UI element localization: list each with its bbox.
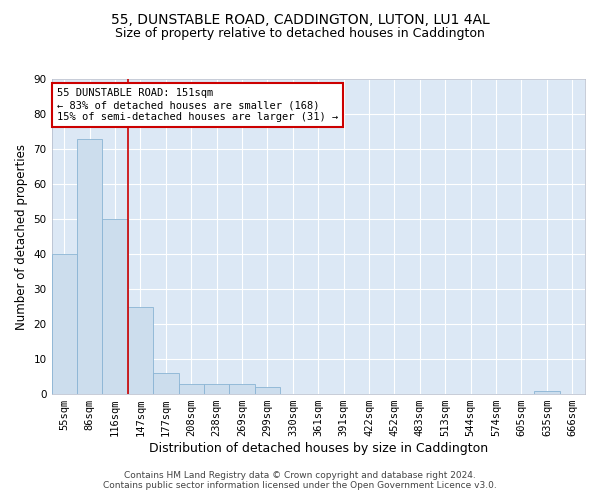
Bar — [534, 390, 560, 394]
Text: 55, DUNSTABLE ROAD, CADDINGTON, LUTON, LU1 4AL: 55, DUNSTABLE ROAD, CADDINGTON, LUTON, L… — [110, 12, 490, 26]
Bar — [128, 306, 153, 394]
Bar — [255, 387, 280, 394]
X-axis label: Distribution of detached houses by size in Caddington: Distribution of detached houses by size … — [149, 442, 488, 455]
Text: 55 DUNSTABLE ROAD: 151sqm
← 83% of detached houses are smaller (168)
15% of semi: 55 DUNSTABLE ROAD: 151sqm ← 83% of detac… — [57, 88, 338, 122]
Bar — [153, 373, 179, 394]
Bar — [204, 384, 229, 394]
Y-axis label: Number of detached properties: Number of detached properties — [15, 144, 28, 330]
Bar — [229, 384, 255, 394]
Text: Size of property relative to detached houses in Caddington: Size of property relative to detached ho… — [115, 28, 485, 40]
Bar — [179, 384, 204, 394]
Bar — [103, 219, 128, 394]
Bar — [52, 254, 77, 394]
Text: Contains HM Land Registry data © Crown copyright and database right 2024.
Contai: Contains HM Land Registry data © Crown c… — [103, 470, 497, 490]
Bar — [77, 138, 103, 394]
